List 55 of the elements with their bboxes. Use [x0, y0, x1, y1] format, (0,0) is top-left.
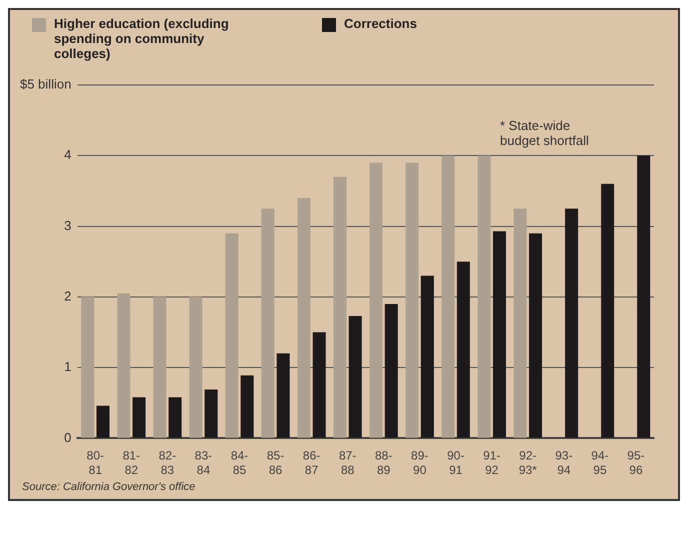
x-tick-label: 93-94 — [555, 448, 573, 478]
bar — [384, 304, 398, 438]
y-tick-label: 0 — [64, 430, 72, 445]
bar — [189, 296, 202, 438]
bar — [420, 276, 434, 438]
x-tick-label: 82-83 — [158, 448, 176, 478]
bar — [565, 208, 578, 438]
bar — [153, 296, 166, 438]
bar — [514, 208, 527, 438]
x-tick-label: 86-87 — [302, 448, 320, 478]
x-tick-label: 91-92 — [483, 448, 500, 478]
bar — [637, 156, 650, 438]
bar — [370, 162, 383, 438]
bar — [442, 156, 455, 438]
bar — [81, 296, 94, 438]
bar — [456, 262, 470, 438]
x-tick-label: 85-86 — [266, 448, 284, 478]
bar — [240, 375, 254, 438]
bar — [168, 397, 182, 438]
bar — [204, 389, 218, 438]
y-tick-label: 3 — [64, 218, 72, 233]
source-note: Source: California Governor's office — [21, 481, 196, 493]
x-tick-label: 80-81 — [86, 448, 104, 478]
bar — [96, 406, 110, 438]
y-tick-label: 4 — [64, 147, 72, 162]
y-tick-label: $5 billion — [20, 76, 72, 92]
y-tick-label: 1 — [64, 359, 72, 374]
bar — [117, 293, 130, 438]
x-tick-label: 95-96 — [627, 448, 645, 478]
bar — [312, 332, 326, 438]
annotation: * State-wide budget shortfall — [500, 118, 590, 148]
legend-label: Corrections — [344, 16, 417, 31]
x-tick-label: 83-84 — [194, 448, 212, 478]
bar — [492, 231, 506, 438]
x-tick-label: 89-90 — [411, 448, 428, 478]
x-tick-label: 81-82 — [122, 448, 140, 478]
x-tick-label: 94-95 — [591, 448, 609, 478]
bar — [276, 353, 290, 438]
x-tick-label: 88-89 — [375, 448, 392, 478]
legend-label: Higher education (excluding spending on community colleges) — [54, 16, 230, 61]
bar — [348, 316, 362, 438]
x-tick-label: 84-85 — [230, 448, 248, 478]
bar — [261, 208, 274, 438]
y-tick-label: 2 — [64, 288, 72, 304]
bar — [132, 397, 146, 438]
x-tick-label: 90-91 — [447, 448, 464, 478]
x-tick-label: 92-93* — [518, 448, 538, 478]
bar — [478, 156, 491, 438]
bar — [406, 162, 419, 438]
bar — [297, 198, 310, 438]
bar — [225, 233, 238, 438]
x-tick-label: 87-88 — [338, 448, 356, 478]
bar — [529, 233, 542, 438]
bar — [333, 176, 346, 438]
bar — [601, 184, 614, 438]
